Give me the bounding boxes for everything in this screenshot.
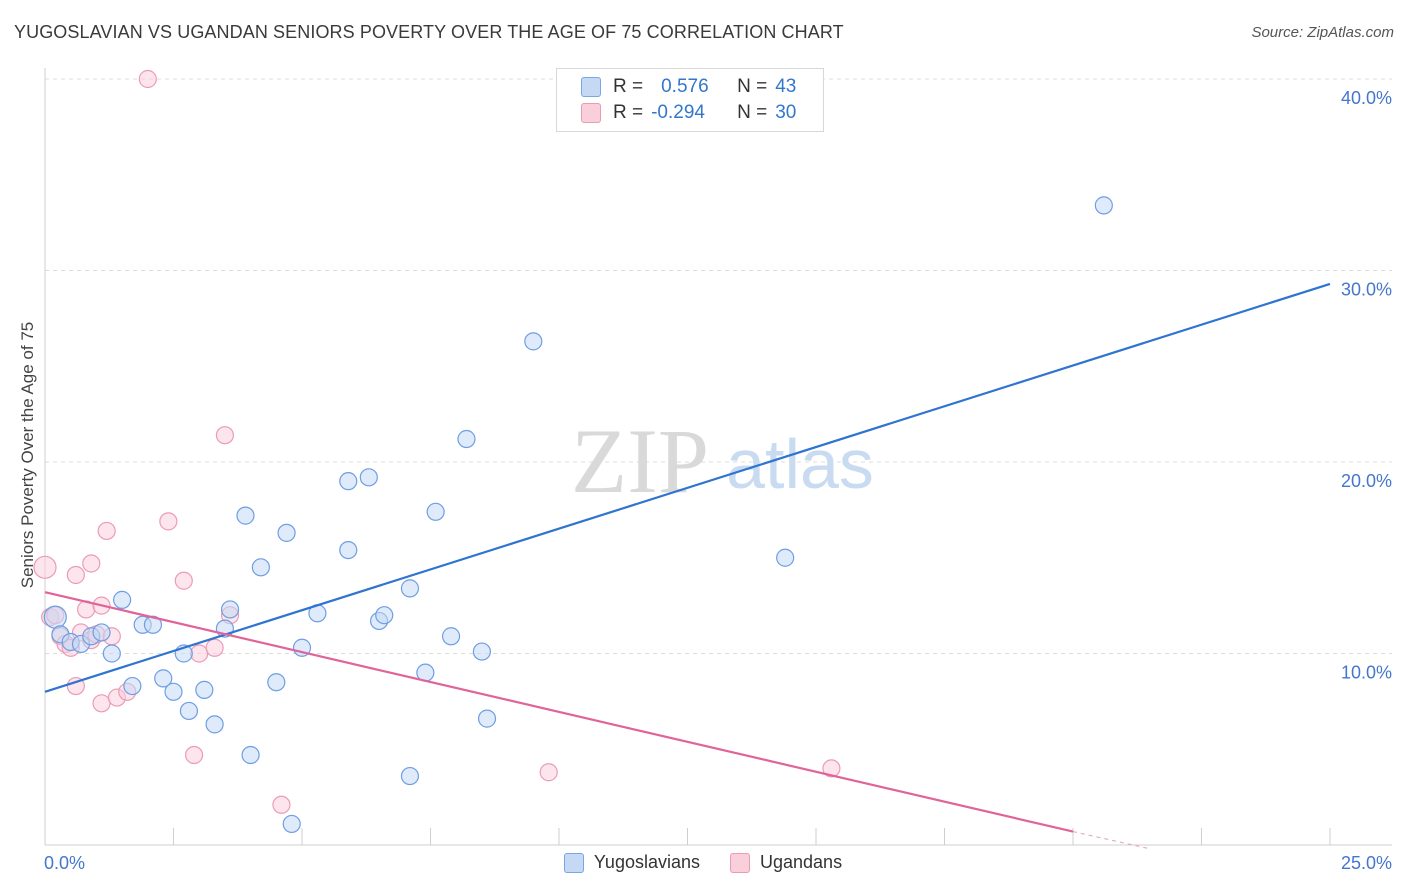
r-label: R =: [613, 76, 644, 97]
y-tick-label: 10.0%: [1341, 663, 1392, 683]
yugoslavian-point: [277, 523, 296, 542]
y-tick-label: 40.0%: [1341, 88, 1392, 108]
yugoslavians-points: [43, 196, 1113, 834]
r-value: -0.294: [651, 102, 705, 123]
yugoslavian-point: [339, 472, 358, 491]
yugoslavian-point: [164, 682, 183, 701]
yugoslavian-point: [220, 600, 240, 619]
yugoslavian-point: [282, 814, 301, 834]
yugoslavian-point: [123, 676, 142, 696]
watermark-zip: ZIP: [571, 410, 709, 512]
source-label: Source: ZipAtlas.com: [1251, 24, 1394, 41]
yugoslavian-point: [195, 680, 214, 699]
ugandan-point: [539, 763, 558, 782]
yugoslavian-point: [267, 673, 286, 692]
y-tick-label: 30.0%: [1341, 280, 1392, 300]
legend-item-yugoslavians: Yugoslavians: [563, 852, 700, 873]
yugoslavians-trend-line: [44, 282, 1331, 693]
yugoslavian-point: [43, 605, 67, 629]
pink-swatch: [581, 103, 601, 123]
yugoslavian-point: [776, 548, 795, 567]
n-value: 30: [775, 102, 797, 123]
yugoslavian-point: [205, 715, 224, 734]
r-label: R =: [613, 102, 644, 123]
ugandan-point: [33, 555, 57, 579]
ugandan-point: [66, 565, 85, 585]
yugoslavian-point: [472, 642, 491, 661]
ugandan-point: [97, 521, 116, 541]
ugandans-trend-extension: [1072, 831, 1151, 850]
ugandans-trend-line: [44, 591, 1074, 833]
grid-lines: [45, 78, 1392, 654]
watermark: ZIP atlas: [571, 410, 874, 512]
ugandan-point: [138, 69, 157, 89]
yugoslavian-point: [92, 623, 111, 642]
pink-swatch: [730, 852, 750, 873]
axes: [44, 68, 1392, 846]
y-tick-label: 20.0%: [1341, 471, 1392, 491]
n-label: N =: [737, 102, 768, 123]
yugoslavian-point: [457, 429, 476, 449]
yugoslavian-point: [400, 766, 420, 786]
legend-row-ugandans: R = -0.294 N = 30: [581, 101, 796, 125]
trend-lines: [44, 282, 1331, 850]
watermark-atlas: atlas: [726, 425, 874, 503]
legend-item-ugandans: Ugandans: [730, 852, 842, 873]
yugoslavian-point: [154, 669, 173, 688]
r-value: 0.576: [661, 76, 709, 97]
ugandan-point: [205, 638, 224, 657]
ugandan-point: [215, 426, 234, 445]
ugandan-point: [92, 694, 111, 713]
legend-label: Ugandans: [760, 852, 843, 872]
yugoslavian-point: [375, 606, 394, 625]
yugoslavian-point: [112, 590, 132, 609]
correlation-legend: R = 0.576 N = 43 R = -0.294 N = 30: [556, 68, 824, 132]
ugandan-point: [184, 745, 204, 765]
n-value: 43: [775, 76, 797, 97]
yugoslavian-point: [236, 506, 255, 525]
yugoslavian-point: [241, 745, 260, 765]
series-legend: Yugoslavians Ugandans: [0, 852, 1406, 873]
n-label: N =: [737, 76, 768, 97]
tick-labels: 10.0% 20.0% 30.0% 40.0% 0.0% 25.0%: [44, 88, 1392, 873]
legend-row-yugoslavians: R = 0.576 N = 43: [581, 75, 796, 99]
blue-swatch: [581, 77, 601, 97]
yugoslavian-point: [524, 332, 543, 351]
yugoslavian-point: [359, 468, 378, 487]
legend-label: Yugoslavians: [593, 852, 700, 872]
yugoslavian-point: [441, 627, 461, 646]
x-tick-label: 25.0%: [1341, 853, 1392, 873]
ugandan-point: [82, 554, 101, 573]
yugoslavian-point: [426, 502, 445, 521]
ugandans-points: [33, 69, 841, 814]
ugandan-point: [174, 571, 193, 590]
blue-swatch: [563, 852, 584, 873]
yugoslavian-point: [102, 644, 121, 663]
yugoslavian-point: [400, 579, 420, 598]
yugoslavian-point: [477, 709, 497, 728]
ugandan-point: [272, 795, 291, 814]
yugoslavian-point: [1094, 196, 1113, 215]
ugandan-point: [190, 644, 209, 663]
yugoslavian-point: [339, 540, 358, 560]
x-tick-label: 0.0%: [44, 853, 85, 873]
yugoslavian-point: [251, 558, 270, 577]
chart-title: YUGOSLAVIAN VS UGANDAN SENIORS POVERTY O…: [14, 22, 844, 42]
ugandan-point: [822, 759, 841, 778]
yugoslavian-point: [179, 701, 199, 721]
ugandan-point: [159, 512, 178, 531]
